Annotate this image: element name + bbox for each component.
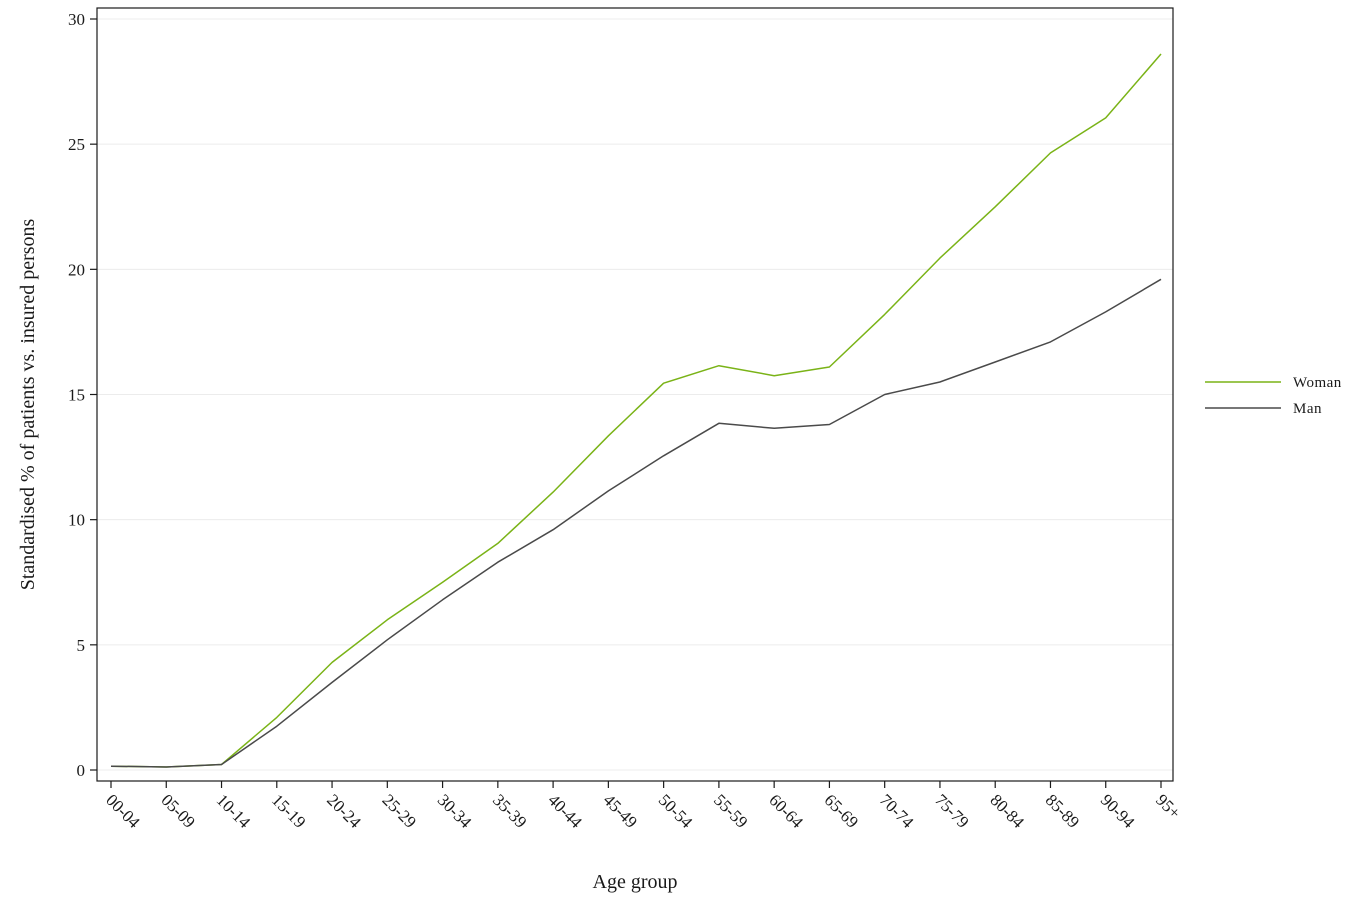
x-tick-label: 00-04 [102, 790, 144, 832]
x-axis-title: Age group [593, 871, 678, 893]
x-tick-label: 80-84 [986, 790, 1028, 832]
y-tick-label: 30 [68, 10, 85, 29]
y-tick-label: 10 [68, 511, 85, 530]
series-line-woman [110, 53, 1162, 768]
y-axis: 0 5 10 15 20 25 30 [68, 10, 97, 780]
y-axis-title: Standardised % of patients vs. insured p… [17, 218, 39, 590]
grid-lines [97, 18, 1173, 771]
y-tick-label: 15 [68, 386, 85, 405]
x-tick-label: 40-44 [544, 790, 586, 832]
x-tick-label: 95+ [1152, 790, 1184, 822]
x-tick-label: 10-14 [213, 790, 255, 832]
x-tick-label: 45-49 [600, 790, 641, 831]
x-tick-label: 20-24 [323, 790, 365, 832]
x-tick-label: 70-74 [876, 790, 918, 832]
x-tick-label: 30-34 [434, 790, 476, 832]
x-tick-label: 25-29 [378, 790, 419, 831]
series-line-man [110, 278, 1162, 768]
x-tick-label: 65-69 [821, 790, 862, 831]
x-tick-label: 60-64 [765, 790, 807, 832]
x-tick-label: 35-39 [489, 790, 530, 831]
legend: Woman Man [1205, 375, 1342, 417]
x-tick-label: 85-89 [1042, 790, 1083, 831]
y-tick-label: 25 [68, 135, 85, 154]
legend-label-man: Man [1293, 401, 1322, 417]
x-tick-label: 15-19 [268, 790, 309, 831]
x-tick-label: 05-09 [157, 790, 198, 831]
y-tick-label: 20 [68, 260, 85, 279]
y-tick-label: 5 [77, 636, 86, 655]
y-tick-label: 0 [77, 761, 86, 780]
x-tick-label: 55-59 [710, 790, 751, 831]
series-lines [110, 53, 1162, 768]
x-tick-label: 75-79 [931, 790, 972, 831]
x-axis: 00-04 05-09 10-14 15-19 20-24 25-29 30-34 35-39… [102, 781, 1184, 832]
x-tick-label: 50-54 [655, 790, 697, 832]
legend-label-woman: Woman [1293, 375, 1342, 391]
x-tick-label: 90-94 [1097, 790, 1139, 832]
